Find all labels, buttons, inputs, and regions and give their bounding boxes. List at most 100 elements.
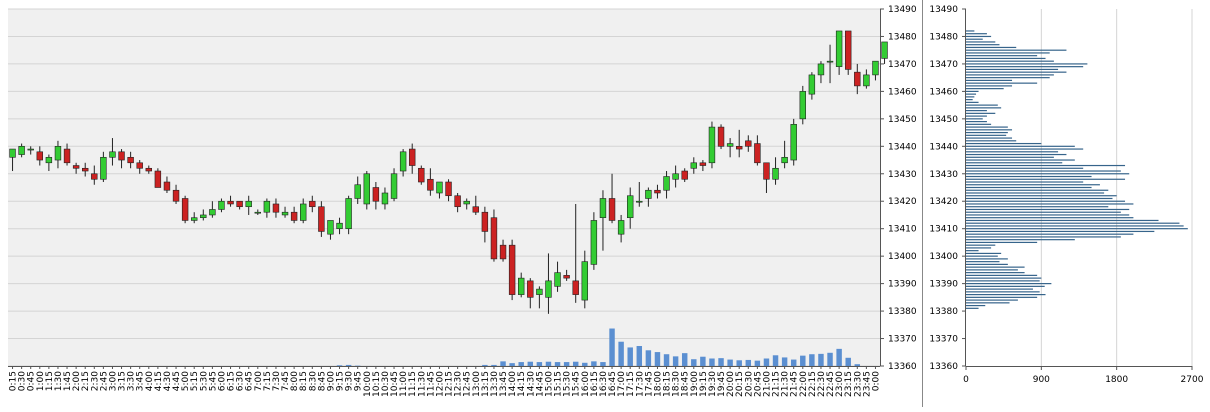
candle-body-down [700,163,706,166]
profile-price-tick-label: 13390 [929,280,958,290]
volume-bar [855,364,860,366]
profile-bar [966,69,1058,70]
candle-body-down [854,72,860,86]
profile-bar [966,212,1121,213]
profile-bar [966,118,983,119]
profile-bar [966,239,1075,240]
profile-bar [966,96,974,97]
volume-bar [528,362,533,366]
candle-body-up [391,174,397,199]
price-tick-label: 13440 [888,142,917,152]
candle-body-up [355,185,361,199]
candle-body-up [110,152,116,157]
candle-body-up [618,220,624,234]
profile-bar [966,291,1040,292]
price-tick-label: 13380 [888,307,917,317]
candle-body-down [482,212,488,231]
candle-body-down [182,198,188,220]
candle-body-up [400,152,406,171]
candle-body-up [55,146,61,160]
candle-body-down [845,31,851,69]
profile-bar [966,143,1041,144]
profile-price-tick-label: 13430 [929,170,958,180]
candle-body-up [246,201,252,206]
price-tick-label: 13460 [888,87,917,97]
profile-bar [966,289,1033,290]
candle-body-down [91,174,97,179]
profile-bar [966,203,1133,204]
profile-bar [966,173,1129,174]
candle-body-down [273,204,279,212]
candle-body-up [382,193,388,204]
profile-price-tick-label: 13360 [929,362,958,372]
profile-bar [966,94,976,95]
candle-body-up [727,144,733,147]
candle-body-up [636,201,642,202]
profile-bar [966,113,995,114]
profile-bar [966,195,1117,196]
profile-bar [966,66,1083,67]
profile-price-tick-label: 13410 [929,225,958,235]
volume-bar [836,349,841,366]
volume-bar [827,353,832,366]
volume-bar [582,363,587,366]
profile-bar [966,124,991,125]
candle-body-up [882,42,888,58]
profile-bar [966,187,1092,188]
candle-body-up [791,124,797,160]
profile-bar [966,52,1050,53]
profile-bar [966,242,1037,243]
candle-body-down [427,179,433,190]
volume-bar [646,350,651,366]
volume-bar [791,360,796,366]
time-tick-label: 0:00 [871,371,881,391]
profile-price-tick-label: 13450 [929,115,958,125]
candle-body-down [573,281,579,295]
candle-body-up [800,91,806,118]
profile-bar [966,258,1008,259]
candle-body-up [818,64,824,75]
profile-bar [966,234,1133,235]
price-tick-label: 13410 [888,225,917,235]
profile-bar [966,36,991,37]
profile-bar [966,44,999,45]
candle-body-down [155,171,161,187]
candle-body-up [691,163,697,168]
volume-bar [800,356,805,366]
volume-bar [691,359,696,366]
price-tick-label: 13400 [888,252,917,262]
profile-bar [966,154,1066,155]
candle-body-down [309,201,315,206]
profile-bar [966,184,1100,185]
volume-bar [845,358,850,366]
profile-bar [966,253,1001,254]
candle-body-up [809,75,815,94]
candle-body-down [609,198,615,220]
candle-body-down [491,218,497,259]
candle-body-down [500,245,506,259]
profile-bar [966,245,995,246]
candle-body-down [564,275,570,278]
volume-bar [664,354,669,366]
candle-body-up [346,198,352,228]
profile-bar [966,261,999,262]
profile-bar [966,209,1129,210]
candle-body-up [364,174,370,204]
profile-bar [966,151,1058,152]
candle-body-down [754,144,760,163]
candle-body-down [418,168,424,182]
profile-bar [966,286,1045,287]
profile-bar [966,264,1008,265]
price-tick-label: 13420 [888,197,917,207]
profile-bar [966,308,979,309]
candle-body-down [146,168,152,171]
profile-bar [966,247,991,248]
profile-bar [966,140,1016,141]
candle-body-up [200,215,206,218]
profile-bar [966,50,1066,51]
profile-bar [966,41,995,42]
profile-bar [966,157,1054,158]
